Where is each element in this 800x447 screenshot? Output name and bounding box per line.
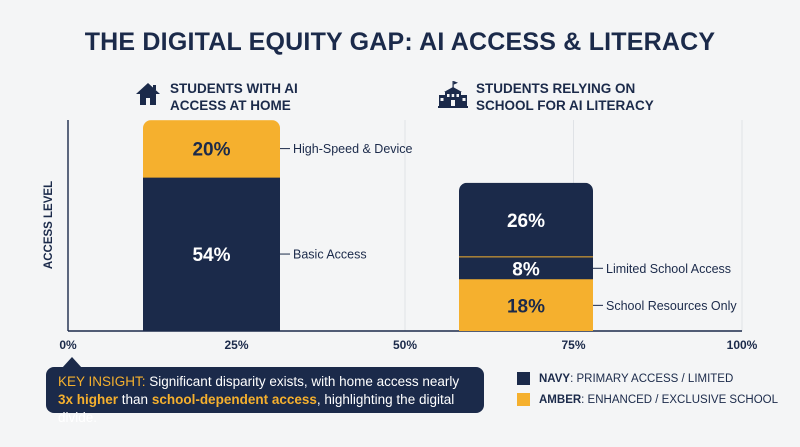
bar-segment: [459, 256, 593, 280]
insight-pointer: [62, 357, 82, 368]
insight-highlight: 3x higher: [58, 392, 119, 407]
group-label-line: ACCESS AT HOME: [170, 98, 291, 113]
school-icon: [438, 80, 468, 108]
x-tick-label: 0%: [59, 338, 77, 352]
legend-item-amber: AMBER: ENHANCED / EXCLUSIVE SCHOOL: [517, 393, 778, 406]
group-label-line: STUDENTS RELYING ON: [476, 81, 636, 96]
insight-text: than: [118, 392, 152, 407]
bar-segment: [459, 279, 593, 331]
group-header-school: STUDENTS RELYING ON SCHOOL FOR AI LITERA…: [438, 80, 654, 114]
x-tick-label: 25%: [224, 338, 248, 352]
segment-value-label: 26%: [507, 211, 545, 232]
bar-segment: [143, 120, 280, 178]
segment-category-label: Limited School Access: [606, 262, 731, 276]
insight-lead: KEY INSIGHT:: [58, 374, 146, 389]
bar-segment: [143, 177, 280, 331]
x-tick-label: 100%: [727, 338, 758, 352]
group-label-line: STUDENTS WITH AI: [170, 81, 298, 96]
group-label-line: SCHOOL FOR AI LITERACY: [476, 98, 654, 113]
x-tick-label: 75%: [561, 338, 585, 352]
segment-value-label: 8%: [512, 259, 540, 280]
legend-text: : PRIMARY ACCESS / LIMITED: [570, 372, 734, 385]
house-icon: [134, 80, 162, 108]
legend-item-navy: NAVY: PRIMARY ACCESS / LIMITED: [517, 372, 778, 385]
bar-segment: [459, 182, 593, 257]
segment-category-label: Basic Access: [293, 248, 367, 262]
key-insight-box: KEY INSIGHT: Significant disparity exist…: [46, 367, 484, 425]
bar-stack: [459, 182, 593, 331]
segment-value-label: 20%: [192, 140, 230, 161]
legend: NAVY: PRIMARY ACCESS / LIMITED AMBER: EN…: [517, 372, 778, 414]
insight-text: Significant disparity exists, with home …: [145, 374, 460, 389]
x-tick-label: 50%: [393, 338, 417, 352]
y-axis-label: ACCESS LEVEL: [43, 181, 55, 269]
chart-title: THE DIGITAL EQUITY GAP: AI ACCESS & LITE…: [84, 28, 716, 56]
legend-key: NAVY: [539, 372, 571, 385]
legend-key: AMBER: [539, 393, 582, 406]
insight-text: , highlighting the digital divide.: [58, 392, 455, 425]
segment-value-label: 18%: [507, 296, 545, 317]
segment-value-label: 54%: [192, 245, 230, 266]
legend-swatch: [517, 393, 530, 406]
legend-text: : ENHANCED / EXCLUSIVE SCHOOL: [581, 393, 778, 406]
bar-stack: [143, 120, 280, 331]
group-header-home: STUDENTS WITH AI ACCESS AT HOME: [134, 80, 298, 114]
segment-category-label: School Resources Only: [606, 299, 737, 313]
insight-highlight: school-dependent access: [151, 392, 317, 407]
legend-swatch: [517, 372, 530, 385]
segment-category-label: High-Speed & Device: [293, 142, 413, 156]
